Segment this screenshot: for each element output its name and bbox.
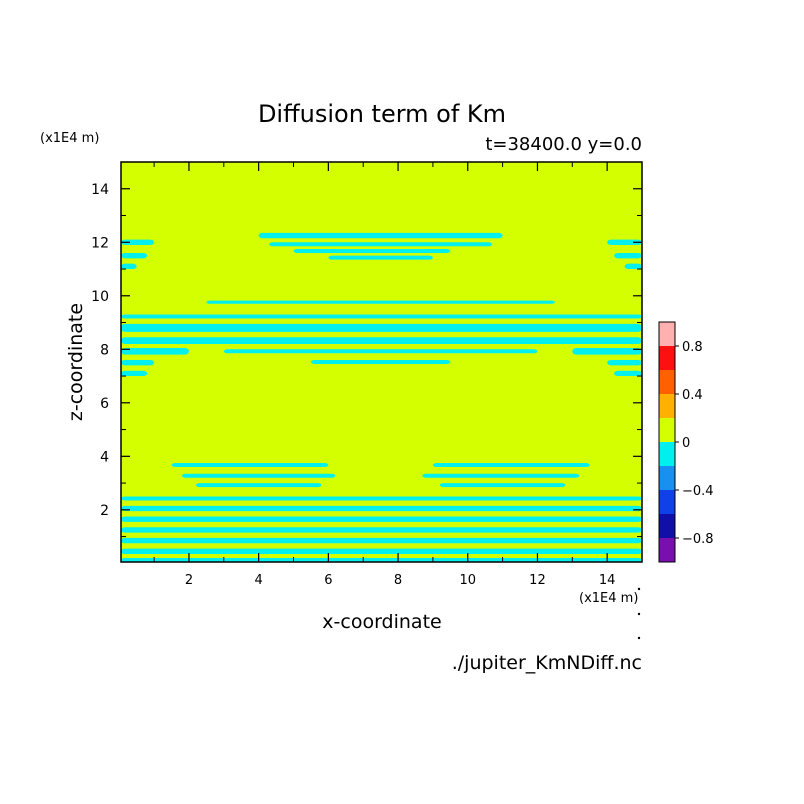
negative-band	[121, 527, 642, 533]
marker-dot	[637, 587, 641, 591]
y-tick-label: 12	[91, 235, 109, 251]
x-axis-label: x-coordinate	[322, 611, 441, 633]
negative-band	[614, 252, 642, 259]
negative-band	[195, 483, 322, 488]
y-tick-label: 10	[91, 289, 109, 305]
colorbar: 0.8 0.4 0 −0.4 −0.8	[658, 321, 714, 563]
negative-band	[121, 370, 148, 377]
negative-band	[121, 323, 642, 332]
negative-band	[121, 252, 148, 259]
x-tick-label: 10	[459, 573, 476, 588]
colorbar-segment	[659, 370, 675, 394]
negative-band	[121, 337, 642, 344]
marker-dot	[637, 636, 641, 640]
x-unit-label: (x1E4 m)	[579, 591, 638, 606]
negative-band	[121, 263, 137, 270]
x-tick-label: 6	[324, 573, 332, 588]
negative-band	[432, 463, 590, 468]
negative-band	[121, 359, 155, 366]
negative-band	[614, 370, 642, 377]
negative-band	[439, 483, 566, 488]
x-tick-label: 8	[394, 573, 402, 588]
negative-band	[258, 232, 503, 239]
negative-band	[328, 255, 433, 260]
y-tick-label: 4	[100, 449, 109, 465]
negative-band	[121, 548, 642, 554]
negative-band	[206, 300, 555, 304]
negative-band	[121, 505, 642, 512]
negative-band	[121, 557, 642, 562]
colorbar-segment	[659, 442, 675, 466]
chart-subtitle: t=38400.0 y=0.0	[485, 134, 642, 155]
colorbar-segments	[659, 322, 675, 562]
x-tick-label: 14	[599, 573, 616, 588]
chart-title: Diffusion term of Km	[258, 100, 506, 128]
negative-band	[293, 248, 451, 253]
colorbar-tick-label: 0.4	[682, 388, 703, 403]
dot-markers	[637, 587, 641, 640]
plot-frame	[120, 161, 643, 563]
y-tick-label: 8	[100, 342, 109, 358]
negative-band	[121, 314, 642, 319]
negative-band	[121, 516, 642, 522]
negative-band	[607, 239, 642, 245]
y-axis-label: z-coordinate	[65, 303, 87, 421]
colorbar-tick-label: 0.8	[682, 340, 703, 355]
x-axis-ticks: 2 4 6 8 10 12 14	[153, 162, 643, 588]
negative-band	[121, 239, 155, 245]
negative-band	[572, 347, 642, 355]
y-tick-label: 6	[100, 396, 109, 412]
negative-band	[310, 359, 451, 365]
colorbar-segment	[659, 322, 675, 346]
colorbar-segment	[659, 346, 675, 370]
y-tick-label: 2	[100, 503, 109, 519]
colorbar-segment	[659, 490, 675, 514]
source-file-label: ./jupiter_KmNDiff.nc	[452, 652, 642, 674]
colorbar-ticks: 0.8 0.4 0 −0.4 −0.8	[675, 340, 714, 547]
negative-band	[624, 263, 642, 270]
negative-band	[422, 473, 580, 478]
y-axis-ticks: 2 4 6 8 10 12 14	[91, 161, 642, 538]
negative-band	[181, 473, 336, 478]
negative-band	[121, 537, 642, 544]
y-unit-label: (x1E4 m)	[40, 131, 99, 146]
negative-bands	[121, 232, 642, 562]
colorbar-tick-label: 0	[682, 436, 690, 451]
negative-band	[223, 349, 538, 354]
colorbar-segment	[659, 394, 675, 418]
x-tick-label: 2	[185, 573, 193, 588]
colorbar-segment	[659, 514, 675, 538]
negative-band	[171, 463, 329, 468]
colorbar-tick-label: −0.8	[682, 532, 714, 547]
x-tick-label: 4	[255, 573, 263, 588]
plot-area: 2 4 6 8 10 12 14 2 4 6 8 10 12 14	[91, 161, 643, 588]
marker-dot	[637, 612, 641, 616]
negative-band	[607, 359, 642, 366]
negative-band	[269, 242, 493, 247]
x-tick-label: 12	[529, 573, 546, 588]
negative-band	[121, 347, 189, 355]
colorbar-segment	[659, 538, 675, 562]
colorbar-segment	[659, 418, 675, 442]
y-tick-label: 14	[91, 182, 109, 198]
negative-band	[121, 496, 642, 501]
colorbar-segment	[659, 466, 675, 490]
colorbar-tick-label: −0.4	[682, 484, 714, 499]
